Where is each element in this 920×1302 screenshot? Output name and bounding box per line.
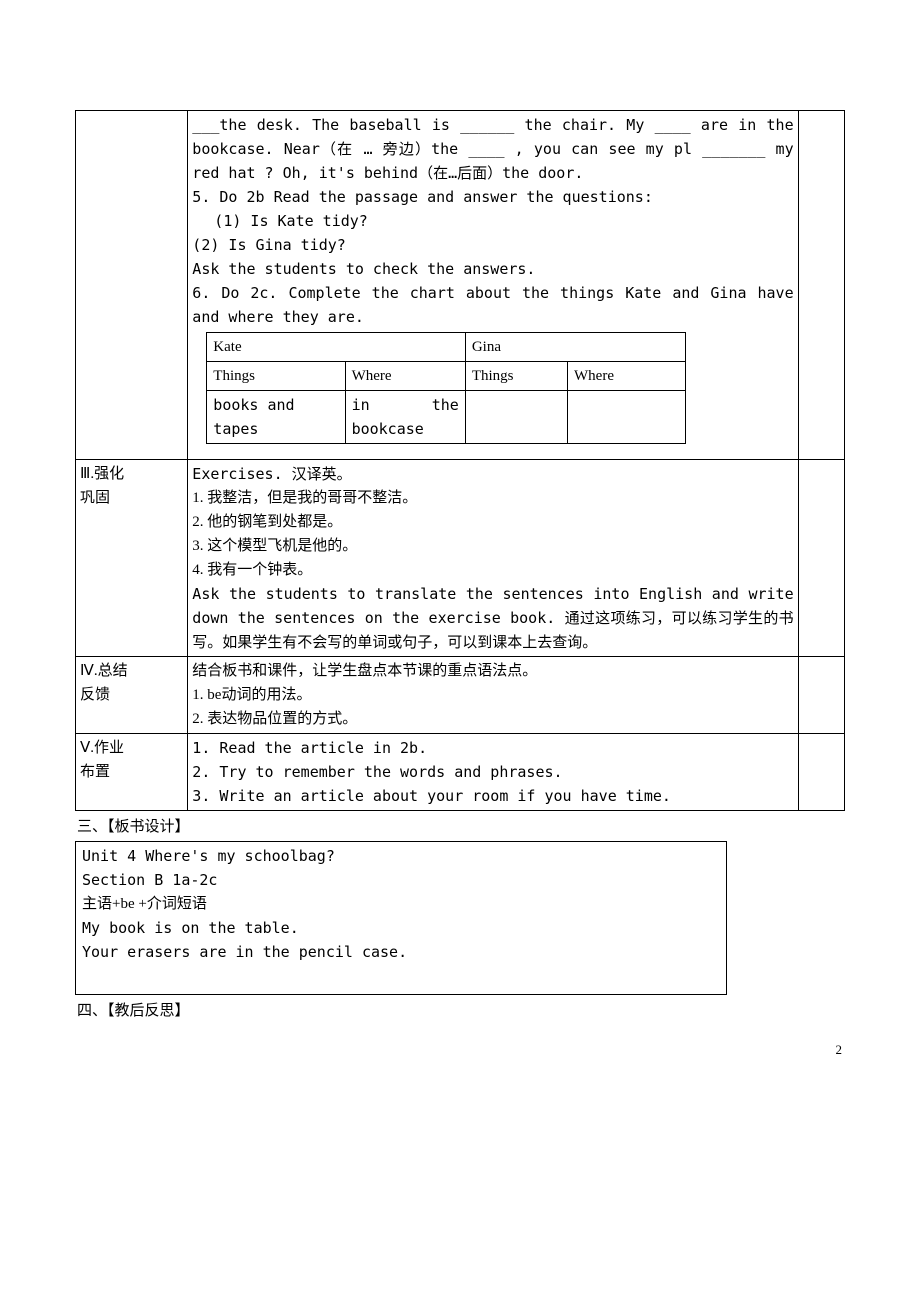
row1-q2: (2) Is Gina tidy? <box>192 233 793 257</box>
table-row: Ⅴ.作业 布置 1. Read the article in 2b. 2. Tr… <box>76 734 845 811</box>
spacer <box>192 447 793 457</box>
kate-header: Kate <box>207 333 466 362</box>
row3-label-cell: Ⅳ.总结 反馈 <box>76 657 188 734</box>
row3-l2: 1. be动词的用法。 <box>192 683 793 707</box>
row2-l6: Ask the students to translate the senten… <box>192 582 793 654</box>
row4-content-cell: 1. Read the article in 2b. 2. Try to rem… <box>188 734 798 811</box>
row2-l4: 3. 这个模型飞机是他的。 <box>192 534 793 558</box>
board-l3: 主语+be +介词短语 <box>82 892 720 916</box>
heading-reflection: 四、【教后反思】 <box>77 999 845 1023</box>
row1-ask: Ask the students to check the answers. <box>192 257 793 281</box>
row2-content-cell: Exercises. 汉译英。 1. 我整洁，但是我的哥哥不整洁。 2. 他的钢… <box>188 460 798 657</box>
board-l5: Your erasers are in the pencil case. <box>82 940 720 964</box>
kate-where: in the bookcase <box>345 391 465 444</box>
kate-things: books and tapes <box>207 391 345 444</box>
row2-l1: Exercises. 汉译英。 <box>192 462 793 486</box>
gina-things <box>465 391 567 444</box>
row1-label-cell <box>76 111 188 460</box>
table-row: ___the desk. The baseball is ______ the … <box>76 111 845 460</box>
row3-label-line2: 反馈 <box>80 683 183 707</box>
row2-label-cell: Ⅲ.强化 巩固 <box>76 460 188 657</box>
row4-label-line1: Ⅴ.作业 <box>80 736 183 760</box>
row4-label-line2: 布置 <box>80 760 183 784</box>
row1-line6: 6. Do 2c. Complete the chart about the t… <box>192 281 793 329</box>
cloze-text: ___the desk. The baseball is ______ the … <box>192 113 793 185</box>
row3-l3: 2. 表达物品位置的方式。 <box>192 707 793 731</box>
page-number: 2 <box>836 1040 843 1061</box>
row4-l2: 2. Try to remember the words and phrases… <box>192 760 793 784</box>
gina-where <box>568 391 686 444</box>
row3-content-cell: 结合板书和课件，让学生盘点本节课的重点语法点。 1. be动词的用法。 2. 表… <box>188 657 798 734</box>
table-row: Ⅳ.总结 反馈 结合板书和课件，让学生盘点本节课的重点语法点。 1. be动词的… <box>76 657 845 734</box>
things-header-2: Things <box>465 362 567 391</box>
row1-content-cell: ___the desk. The baseball is ______ the … <box>188 111 798 460</box>
row2-l2: 1. 我整洁，但是我的哥哥不整洁。 <box>192 486 793 510</box>
gina-header: Gina <box>465 333 685 362</box>
row3-l1: 结合板书和课件，让学生盘点本节课的重点语法点。 <box>192 659 793 683</box>
row2-right-cell <box>798 460 844 657</box>
lesson-plan-table: ___the desk. The baseball is ______ the … <box>75 110 845 811</box>
row2-label-line2: 巩固 <box>80 486 183 510</box>
heading-board-design: 三、【板书设计】 <box>77 815 845 839</box>
row2-label-line1: Ⅲ.强化 <box>80 462 183 486</box>
row3-label-line1: Ⅳ.总结 <box>80 659 183 683</box>
board-l2: Section B 1a-2c <box>82 868 720 892</box>
things-header-1: Things <box>207 362 345 391</box>
row4-label-cell: Ⅴ.作业 布置 <box>76 734 188 811</box>
row1-q1: (1) Is Kate tidy? <box>192 209 793 233</box>
where-header-1: Where <box>345 362 465 391</box>
row1-line5: 5. Do 2b Read the passage and answer the… <box>192 185 793 209</box>
board-design-box: Unit 4 Where's my schoolbag? Section B 1… <box>75 841 727 995</box>
row2-l5: 4. 我有一个钟表。 <box>192 558 793 582</box>
inner-row-header1: Kate Gina <box>207 333 686 362</box>
row4-l3: 3. Write an article about your room if y… <box>192 784 793 808</box>
inner-row-header2: Things Where Things Where <box>207 362 686 391</box>
row1-right-cell <box>798 111 844 460</box>
row4-right-cell <box>798 734 844 811</box>
kate-gina-chart: Kate Gina Things Where Things Where book… <box>206 332 686 444</box>
where-header-2: Where <box>568 362 686 391</box>
inner-row-data: books and tapes in the bookcase <box>207 391 686 444</box>
board-l4: My book is on the table. <box>82 916 720 940</box>
board-l1: Unit 4 Where's my schoolbag? <box>82 844 720 868</box>
table-row: Ⅲ.强化 巩固 Exercises. 汉译英。 1. 我整洁，但是我的哥哥不整洁… <box>76 460 845 657</box>
row4-l1: 1. Read the article in 2b. <box>192 736 793 760</box>
row3-right-cell <box>798 657 844 734</box>
row2-l3: 2. 他的钢笔到处都是。 <box>192 510 793 534</box>
